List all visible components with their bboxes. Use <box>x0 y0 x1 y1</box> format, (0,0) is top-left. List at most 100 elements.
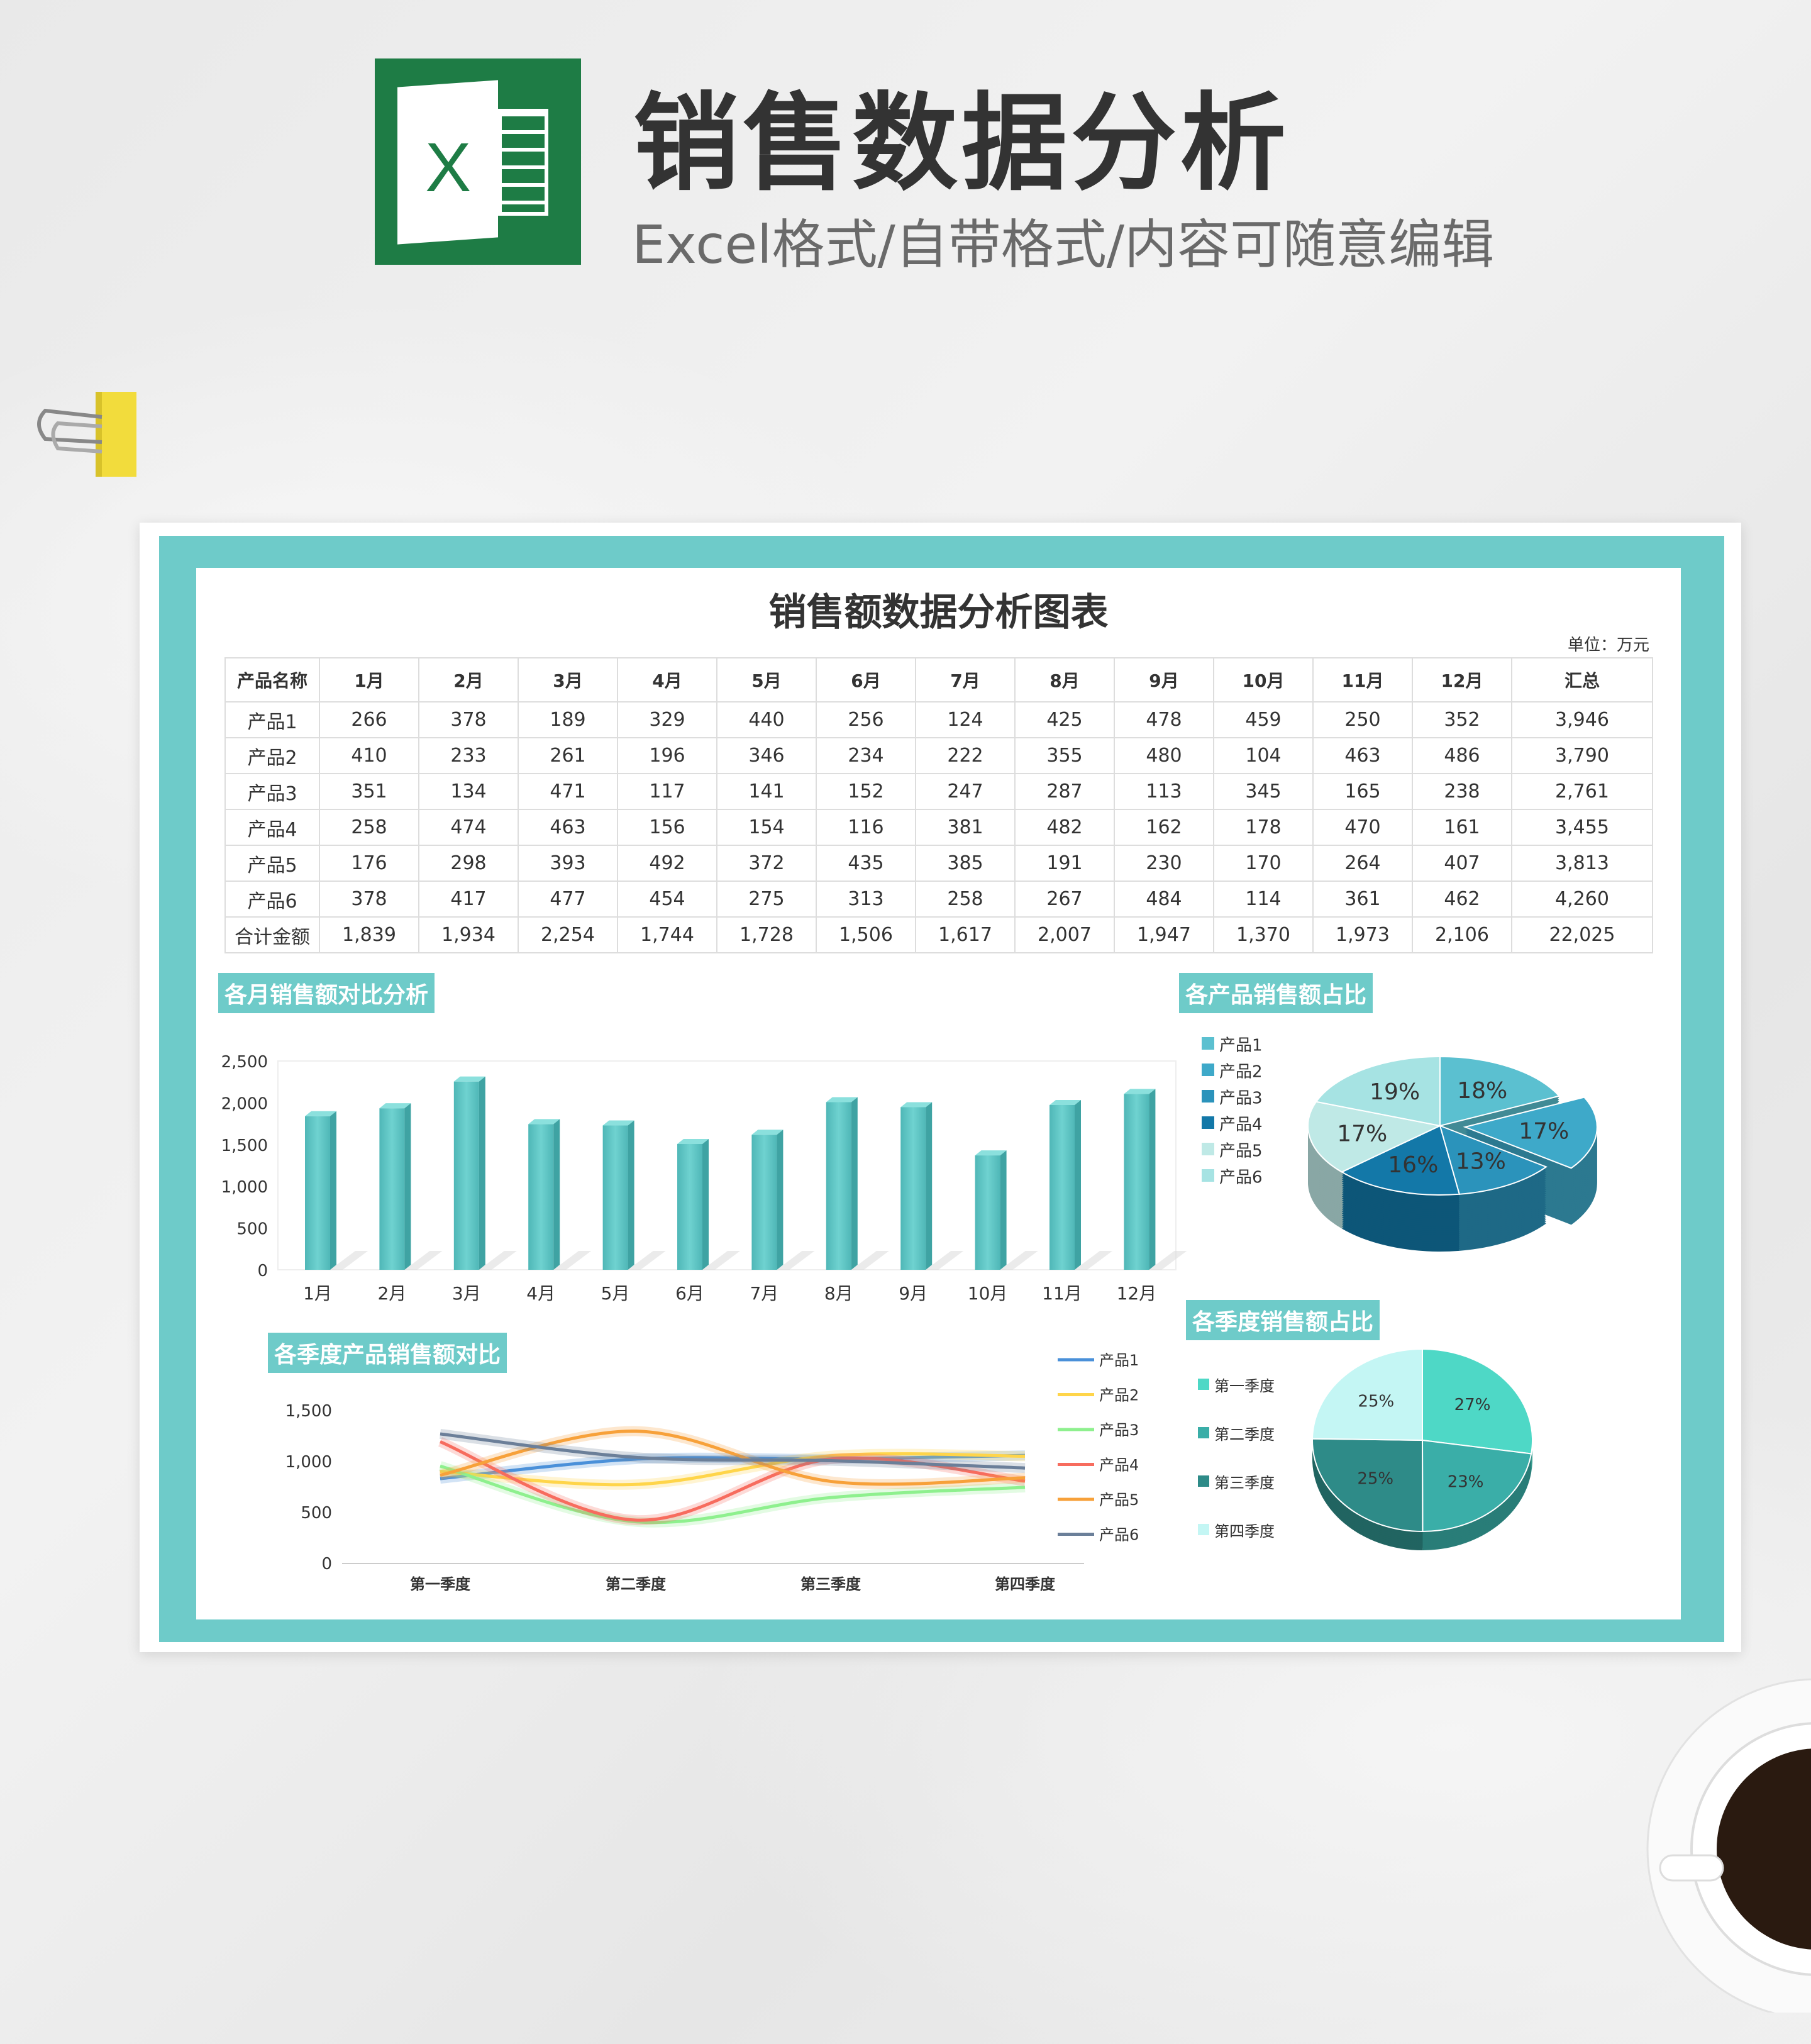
row-label: 产品3 <box>224 773 320 810</box>
column-header: 7月 <box>915 657 1016 703</box>
table-cell: 104 <box>1213 737 1314 774</box>
table-cell: 417 <box>418 880 519 918</box>
bar-top <box>975 1150 1007 1156</box>
column-header: 产品名称 <box>224 657 320 703</box>
bar <box>453 1081 479 1270</box>
column-header: 12月 <box>1412 657 1512 703</box>
table-cell: 2,761 <box>1511 773 1653 810</box>
legend-label: 产品1 <box>1219 1036 1263 1055</box>
legend-label: 产品3 <box>1219 1089 1263 1108</box>
table-cell: 1,728 <box>716 916 817 953</box>
table-cell: 1,934 <box>418 916 519 953</box>
bar-shadow <box>404 1251 443 1270</box>
legend-swatch <box>1198 1379 1209 1390</box>
table-cell: 407 <box>1412 845 1512 882</box>
plot-area <box>277 1060 1177 1270</box>
column-header: 1月 <box>319 657 419 703</box>
table-cell: 351 <box>319 773 419 810</box>
table-cell: 189 <box>518 701 618 738</box>
legend-swatch <box>1202 1037 1214 1050</box>
y-tick-label: 1,500 <box>221 1136 268 1155</box>
bar-top <box>602 1120 634 1126</box>
table-cell: 3,455 <box>1511 809 1653 846</box>
bar-shadow <box>1075 1251 1112 1270</box>
table-cell: 1,947 <box>1114 916 1214 953</box>
table-cell: 264 <box>1312 845 1413 882</box>
legend-label: 第二季度 <box>1214 1426 1275 1443</box>
legend-label: 产品6 <box>1219 1169 1263 1187</box>
bar <box>379 1108 405 1270</box>
series-line <box>440 1432 1026 1470</box>
legend-label: 第四季度 <box>1214 1523 1275 1540</box>
table-cell: 471 <box>518 773 618 810</box>
pie-data-label: 17% <box>1337 1121 1387 1147</box>
bar-side <box>777 1130 784 1270</box>
pie-slice <box>1311 1348 1423 1441</box>
row-label: 产品5 <box>224 845 320 882</box>
table-row: 产品1 266 378 189 329 440 256 124 425 478 459 250 352 3… <box>224 701 1653 738</box>
table-cell: 1,370 <box>1213 916 1314 953</box>
table-cell: 258 <box>915 880 1016 918</box>
table-cell: 161 <box>1412 809 1512 846</box>
bar-top <box>453 1076 485 1082</box>
pie-slice <box>1421 1439 1532 1533</box>
bar-side <box>926 1102 933 1270</box>
x-tick-label: 第一季度 <box>410 1575 471 1593</box>
bar-top <box>826 1097 858 1103</box>
bar-shadow <box>479 1251 517 1270</box>
bar <box>305 1116 330 1270</box>
table-cell: 196 <box>617 737 717 774</box>
bar-top <box>528 1119 560 1125</box>
sales-table: 产品名称 1月 2月 3月 4月 5月 6月 7月 8月 9月 10月 11月 12月 汇总 产品1 266 3… <box>224 657 1653 953</box>
series-line <box>440 1430 1026 1486</box>
table-cell: 484 <box>1114 880 1214 918</box>
pie-slice <box>1312 1438 1424 1533</box>
x-tick-label: 11月 <box>1042 1283 1082 1304</box>
series-line <box>440 1464 1026 1525</box>
column-header: 3月 <box>518 657 618 703</box>
table-cell: 3,946 <box>1511 701 1653 738</box>
table-cell: 238 <box>1412 773 1512 810</box>
table-cell: 440 <box>716 701 817 738</box>
logo-letter: X <box>425 129 472 206</box>
table-cell: 267 <box>1014 880 1115 918</box>
table-cell: 410 <box>319 737 419 774</box>
table-row: 产品5 176 298 393 492 372 435 385 191 230 170 264 407 3… <box>224 845 1653 882</box>
table-cell: 114 <box>1213 880 1314 918</box>
table-cell: 378 <box>418 701 519 738</box>
table-cell: 1,973 <box>1312 916 1413 953</box>
bar <box>1049 1104 1075 1270</box>
table-cell: 247 <box>915 773 1016 810</box>
table-cell: 346 <box>716 737 817 774</box>
column-header: 4月 <box>617 657 717 703</box>
bar-side <box>628 1120 634 1270</box>
bar-side <box>1075 1099 1081 1270</box>
pie-data-label: 27% <box>1454 1396 1491 1414</box>
table-row: 产品2 410 233 261 196 346 234 222 355 480 104 463 486 3… <box>224 737 1653 774</box>
bar-shadow <box>553 1251 592 1270</box>
table-cell: 459 <box>1213 701 1314 738</box>
legend-label: 产品5 <box>1099 1491 1139 1509</box>
x-tick-label: 7月 <box>750 1283 778 1304</box>
table-cell: 250 <box>1312 701 1413 738</box>
x-tick-label: 5月 <box>601 1283 630 1304</box>
row-label: 产品2 <box>224 737 320 774</box>
table-header-row: 产品名称 1月 2月 3月 4月 5月 6月 7月 8月 9月 10月 11月 12月 汇总 <box>224 657 1653 703</box>
table-cell: 258 <box>319 809 419 846</box>
bar-shadow <box>1000 1251 1038 1270</box>
line-chart-title: 各季度产品销售额对比 <box>268 1333 507 1373</box>
table-cell: 154 <box>716 809 817 846</box>
table-cell: 222 <box>915 737 1016 774</box>
pie-data-label: 23% <box>1448 1473 1484 1492</box>
table-cell: 117 <box>617 773 717 810</box>
x-tick-label: 6月 <box>675 1283 704 1304</box>
table-cell: 156 <box>617 809 717 846</box>
x-tick-label: 第二季度 <box>606 1575 667 1593</box>
table-cell: 4,260 <box>1511 880 1653 918</box>
x-tick-label: 3月 <box>452 1283 481 1304</box>
legend-label: 产品4 <box>1219 1116 1263 1135</box>
table-cell: 234 <box>816 737 916 774</box>
table-cell: 462 <box>1412 880 1512 918</box>
legend-swatch <box>1202 1064 1214 1076</box>
